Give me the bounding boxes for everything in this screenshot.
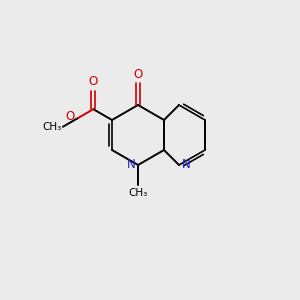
Text: CH₃: CH₃: [128, 188, 148, 197]
Text: N: N: [127, 158, 136, 171]
Text: N: N: [182, 158, 190, 171]
Text: O: O: [89, 76, 98, 88]
Text: O: O: [66, 110, 75, 124]
Text: O: O: [134, 68, 142, 81]
Text: CH₃: CH₃: [42, 122, 62, 132]
